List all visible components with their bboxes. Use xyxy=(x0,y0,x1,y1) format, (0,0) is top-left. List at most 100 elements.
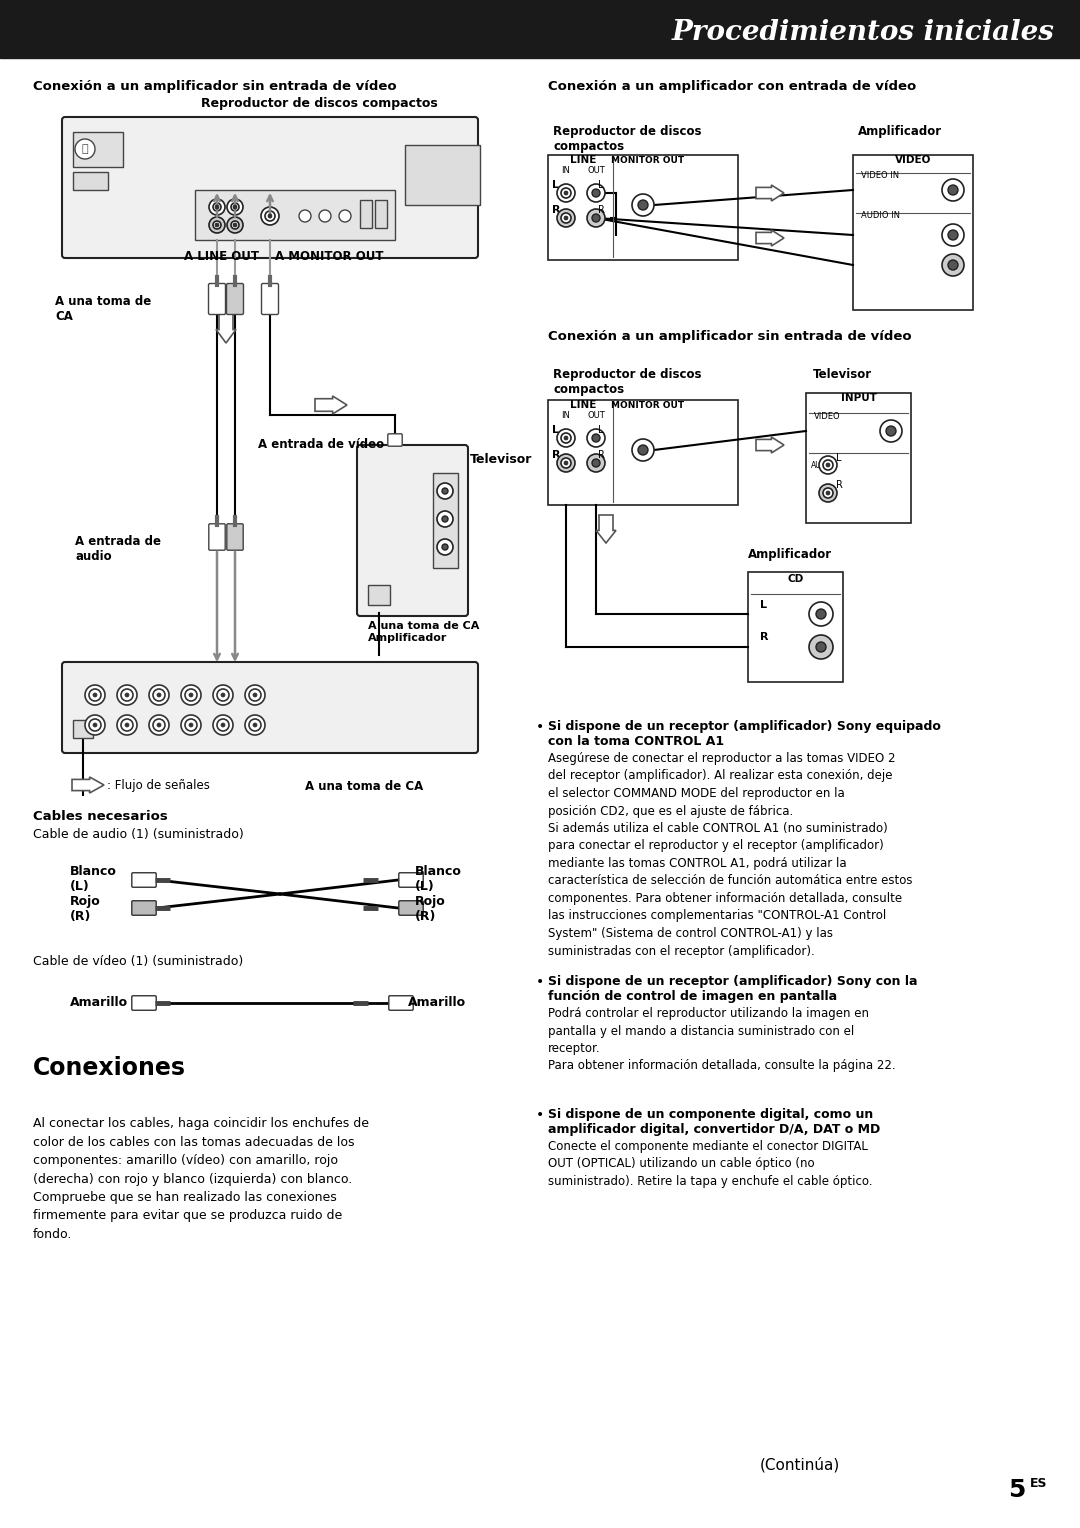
Polygon shape xyxy=(315,396,347,414)
FancyBboxPatch shape xyxy=(132,996,157,1010)
Circle shape xyxy=(121,720,133,730)
Circle shape xyxy=(210,217,225,232)
Circle shape xyxy=(442,487,448,494)
Circle shape xyxy=(149,715,168,735)
Bar xyxy=(195,189,395,240)
FancyBboxPatch shape xyxy=(227,524,243,550)
Circle shape xyxy=(268,214,272,219)
Text: ES: ES xyxy=(1030,1478,1048,1490)
Circle shape xyxy=(948,185,958,196)
Bar xyxy=(806,393,912,523)
Text: L: L xyxy=(836,452,841,463)
Circle shape xyxy=(245,715,265,735)
Text: Reproductor de discos compactos: Reproductor de discos compactos xyxy=(201,96,437,110)
Circle shape xyxy=(564,215,568,220)
Circle shape xyxy=(231,222,239,229)
Circle shape xyxy=(227,199,243,215)
Circle shape xyxy=(181,715,201,735)
Circle shape xyxy=(217,720,229,730)
Text: Cables necesarios: Cables necesarios xyxy=(33,810,167,824)
Bar xyxy=(433,474,458,568)
Circle shape xyxy=(217,689,229,701)
Text: •: • xyxy=(536,720,544,733)
Circle shape xyxy=(564,191,568,196)
Circle shape xyxy=(85,715,105,735)
Circle shape xyxy=(564,435,568,440)
Bar xyxy=(375,200,387,228)
Bar xyxy=(73,720,93,738)
Circle shape xyxy=(213,222,221,229)
Polygon shape xyxy=(596,515,616,542)
Text: R: R xyxy=(760,633,769,642)
FancyBboxPatch shape xyxy=(357,445,468,616)
Circle shape xyxy=(942,225,964,246)
Bar xyxy=(73,131,123,167)
Text: Procedimientos iniciales: Procedimientos iniciales xyxy=(672,20,1055,46)
Circle shape xyxy=(442,544,448,550)
Circle shape xyxy=(249,720,261,730)
Circle shape xyxy=(948,231,958,240)
Polygon shape xyxy=(72,778,104,793)
Text: Conexión a un amplificador sin entrada de vídeo: Conexión a un amplificador sin entrada d… xyxy=(548,330,912,342)
Circle shape xyxy=(638,445,648,455)
Text: A entrada de vídeo: A entrada de vídeo xyxy=(258,439,384,451)
Circle shape xyxy=(942,254,964,277)
Text: Podrá controlar el reproductor utilizando la imagen en
pantalla y el mando a dis: Podrá controlar el reproductor utilizand… xyxy=(548,1007,895,1073)
Circle shape xyxy=(231,203,239,211)
Text: 5: 5 xyxy=(1008,1478,1025,1502)
Circle shape xyxy=(213,715,233,735)
Text: Amarillo: Amarillo xyxy=(408,996,467,1010)
Circle shape xyxy=(592,434,600,442)
Text: OUT: OUT xyxy=(588,411,605,420)
Circle shape xyxy=(632,194,654,215)
Circle shape xyxy=(632,439,654,461)
Bar xyxy=(548,154,738,260)
Text: OUT: OUT xyxy=(588,167,605,176)
Circle shape xyxy=(153,720,165,730)
Circle shape xyxy=(561,212,571,223)
Bar xyxy=(360,200,372,228)
Circle shape xyxy=(181,685,201,704)
Circle shape xyxy=(157,723,161,727)
Circle shape xyxy=(89,689,102,701)
Bar xyxy=(405,145,480,205)
Text: VIDEO IN: VIDEO IN xyxy=(861,171,900,180)
Text: CD: CD xyxy=(787,575,804,584)
Circle shape xyxy=(823,460,833,471)
Text: Si dispone de un receptor (amplificador) Sony con la
función de control de image: Si dispone de un receptor (amplificador)… xyxy=(548,975,918,1002)
Text: Conexiones: Conexiones xyxy=(33,1056,186,1080)
Circle shape xyxy=(189,723,193,727)
Circle shape xyxy=(210,199,225,215)
Circle shape xyxy=(253,694,257,697)
Text: ⏻: ⏻ xyxy=(82,144,89,154)
Circle shape xyxy=(826,490,831,495)
Circle shape xyxy=(153,689,165,701)
Circle shape xyxy=(809,602,833,626)
Text: Asegúrese de conectar el reproductor a las tomas VIDEO 2
del receptor (amplifica: Asegúrese de conectar el reproductor a l… xyxy=(548,752,913,958)
Circle shape xyxy=(233,205,237,209)
Text: Reproductor de discos
compactos: Reproductor de discos compactos xyxy=(553,368,702,396)
Text: IN: IN xyxy=(562,411,570,420)
Text: A una toma de CA: A una toma de CA xyxy=(305,779,423,793)
Text: : Flujo de señales: : Flujo de señales xyxy=(107,779,210,793)
Circle shape xyxy=(557,183,575,202)
Circle shape xyxy=(588,183,605,202)
Circle shape xyxy=(816,610,826,619)
Text: Si dispone de un componente digital, como un
amplificador digital, convertidor D: Si dispone de un componente digital, com… xyxy=(548,1108,880,1135)
Text: A entrada de
audio: A entrada de audio xyxy=(75,535,161,562)
Circle shape xyxy=(819,484,837,503)
Circle shape xyxy=(75,139,95,159)
Circle shape xyxy=(299,209,311,222)
Text: INPUT: INPUT xyxy=(840,393,877,403)
Circle shape xyxy=(886,426,896,435)
Text: L: L xyxy=(552,425,559,435)
Text: R: R xyxy=(552,205,561,215)
Text: Amplificador: Amplificador xyxy=(858,125,942,138)
Circle shape xyxy=(592,189,600,197)
Text: R: R xyxy=(598,451,605,460)
Circle shape xyxy=(819,455,837,474)
Circle shape xyxy=(437,483,453,500)
Circle shape xyxy=(185,689,197,701)
Text: Conexión a un amplificador con entrada de vídeo: Conexión a un amplificador con entrada d… xyxy=(548,79,916,93)
Bar xyxy=(853,154,973,310)
